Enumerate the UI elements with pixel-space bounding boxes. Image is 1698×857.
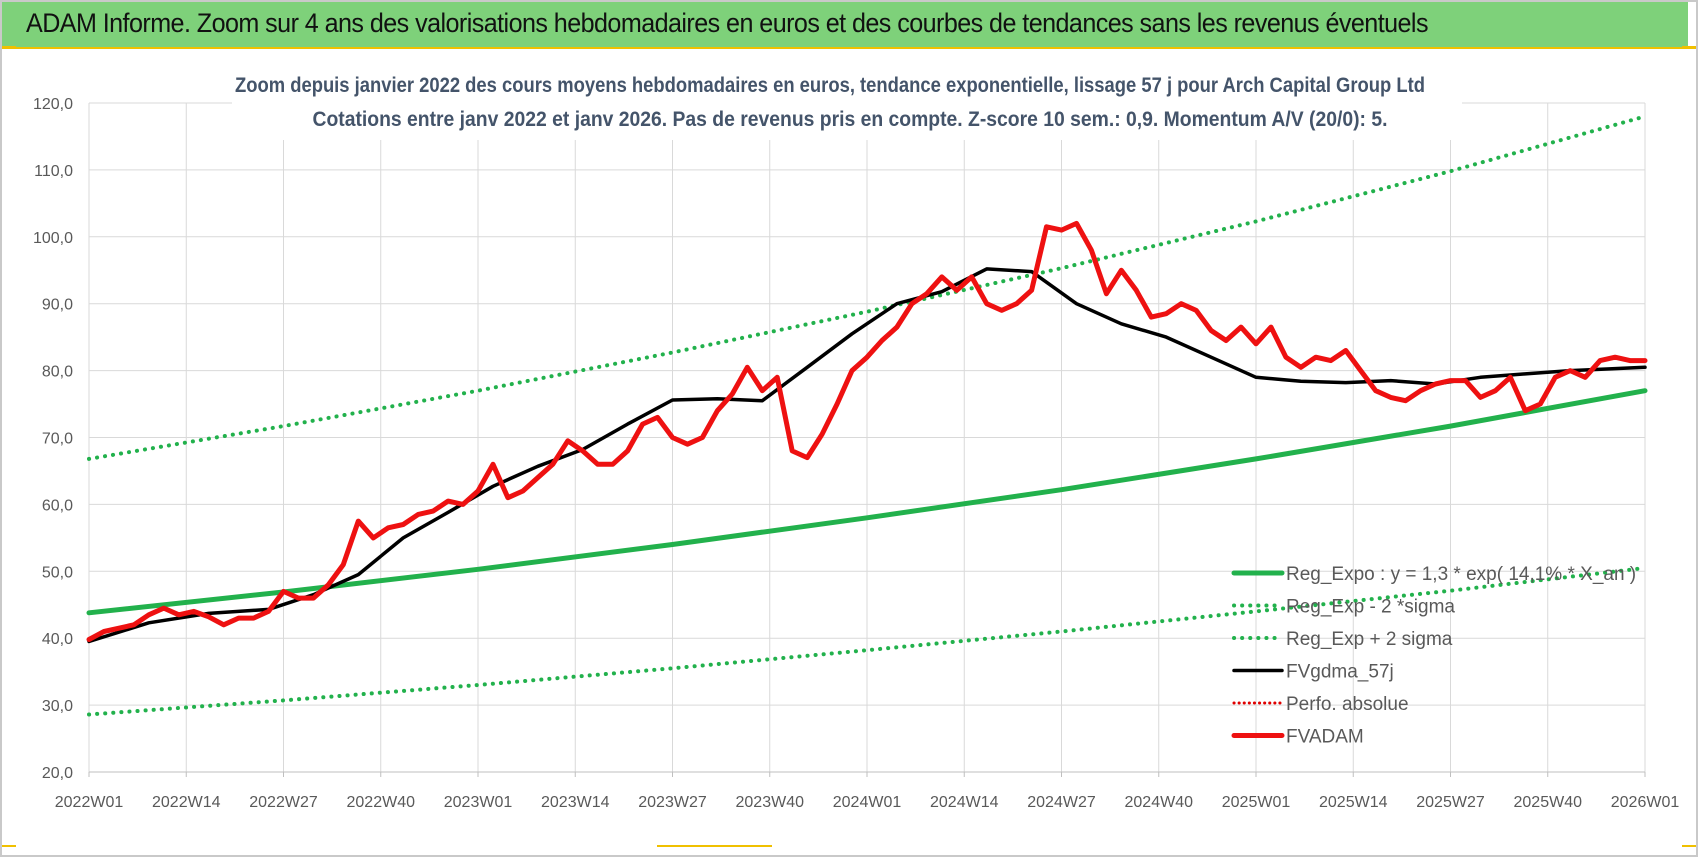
- legend-label: Reg_Exp - 2 *sigma: [1286, 597, 1455, 618]
- series-reg-expo: [86, 388, 1648, 616]
- y-tick-label: 30,0: [42, 698, 73, 715]
- y-tick-label: 50,0: [42, 564, 73, 581]
- x-tick-label: 2025W01: [1222, 794, 1291, 811]
- legend-label: Reg_Expo : y = 1,3 * exp( 14,1% * X_an ): [1286, 564, 1636, 585]
- x-tick-label: 2025W14: [1319, 794, 1388, 811]
- x-tick-label: 2024W27: [1027, 794, 1096, 811]
- legend-label: FVADAM: [1286, 727, 1364, 748]
- x-tick-label: 2022W27: [249, 794, 318, 811]
- y-tick-label: 90,0: [42, 297, 73, 314]
- y-tick-label: 40,0: [42, 631, 73, 648]
- report-title: ADAM Informe. Zoom sur 4 ans des valoris…: [26, 8, 1429, 38]
- y-tick-label: 20,0: [42, 765, 73, 782]
- corner-mark: [2, 46, 16, 49]
- x-tick-label: 2024W40: [1125, 794, 1194, 811]
- x-tick-label: 2026W01: [1611, 794, 1680, 811]
- corner-mark: [657, 845, 772, 847]
- legend: Reg_Expo : y = 1,3 * exp( 14,1% * X_an )…: [1231, 564, 1636, 748]
- series-fvadam: [86, 220, 1648, 642]
- grid: [88, 102, 1646, 773]
- corner-mark: [1682, 46, 1696, 49]
- series-reg-exp-minus-2-sigma: [87, 566, 1647, 717]
- legend-label: Perfo. absolue: [1286, 694, 1409, 715]
- x-tick-label: 2022W40: [347, 794, 416, 811]
- x-tick-label: 2023W40: [736, 794, 805, 811]
- y-tick-label: 60,0: [42, 497, 73, 514]
- legend-label: Reg_Exp + 2 sigma: [1286, 629, 1453, 650]
- x-tick-label: 2022W01: [55, 794, 124, 811]
- y-tick-label: 70,0: [42, 431, 73, 448]
- x-tick-label: 2024W14: [930, 794, 999, 811]
- x-axis: 2022W01 2022W14 2022W27 2022W40 2023W01 2023W…: [55, 771, 1680, 811]
- x-tick-label: 2022W14: [152, 794, 221, 811]
- chart-subtitle: Cotations entre janv 2022 et janv 2026. …: [313, 108, 1388, 131]
- legend-label: FVgdma_57j: [1286, 662, 1394, 683]
- x-tick-label: 2025W27: [1416, 794, 1485, 811]
- series-fvgdma-57j: [87, 267, 1647, 644]
- header-banner: ADAM Informe. Zoom sur 4 ans des valoris…: [2, 2, 1688, 49]
- corner-mark: [2, 845, 16, 847]
- series-group: [86, 114, 1648, 717]
- y-tick-label: 110,0: [34, 163, 73, 180]
- y-axis: 120,0 110,0 100,0 90,0 80,0 70,0 60,0 50,0 40,0 3…: [33, 96, 73, 782]
- x-tick-label: 2023W27: [638, 794, 707, 811]
- y-tick-label: 100,0: [33, 230, 73, 247]
- series-reg-exp-plus-2-sigma: [87, 114, 1647, 461]
- x-tick-label: 2025W40: [1514, 794, 1583, 811]
- x-tick-label: 2024W01: [833, 794, 902, 811]
- chart-title: Zoom depuis janvier 2022 des cours moyen…: [235, 74, 1425, 97]
- x-tick-label: 2023W14: [541, 794, 610, 811]
- y-tick-label: 80,0: [42, 364, 73, 381]
- x-tick-label: 2023W01: [444, 794, 513, 811]
- corner-mark: [1682, 845, 1696, 847]
- title-background: [232, 68, 1462, 140]
- y-tick-label: 120,0: [33, 96, 73, 113]
